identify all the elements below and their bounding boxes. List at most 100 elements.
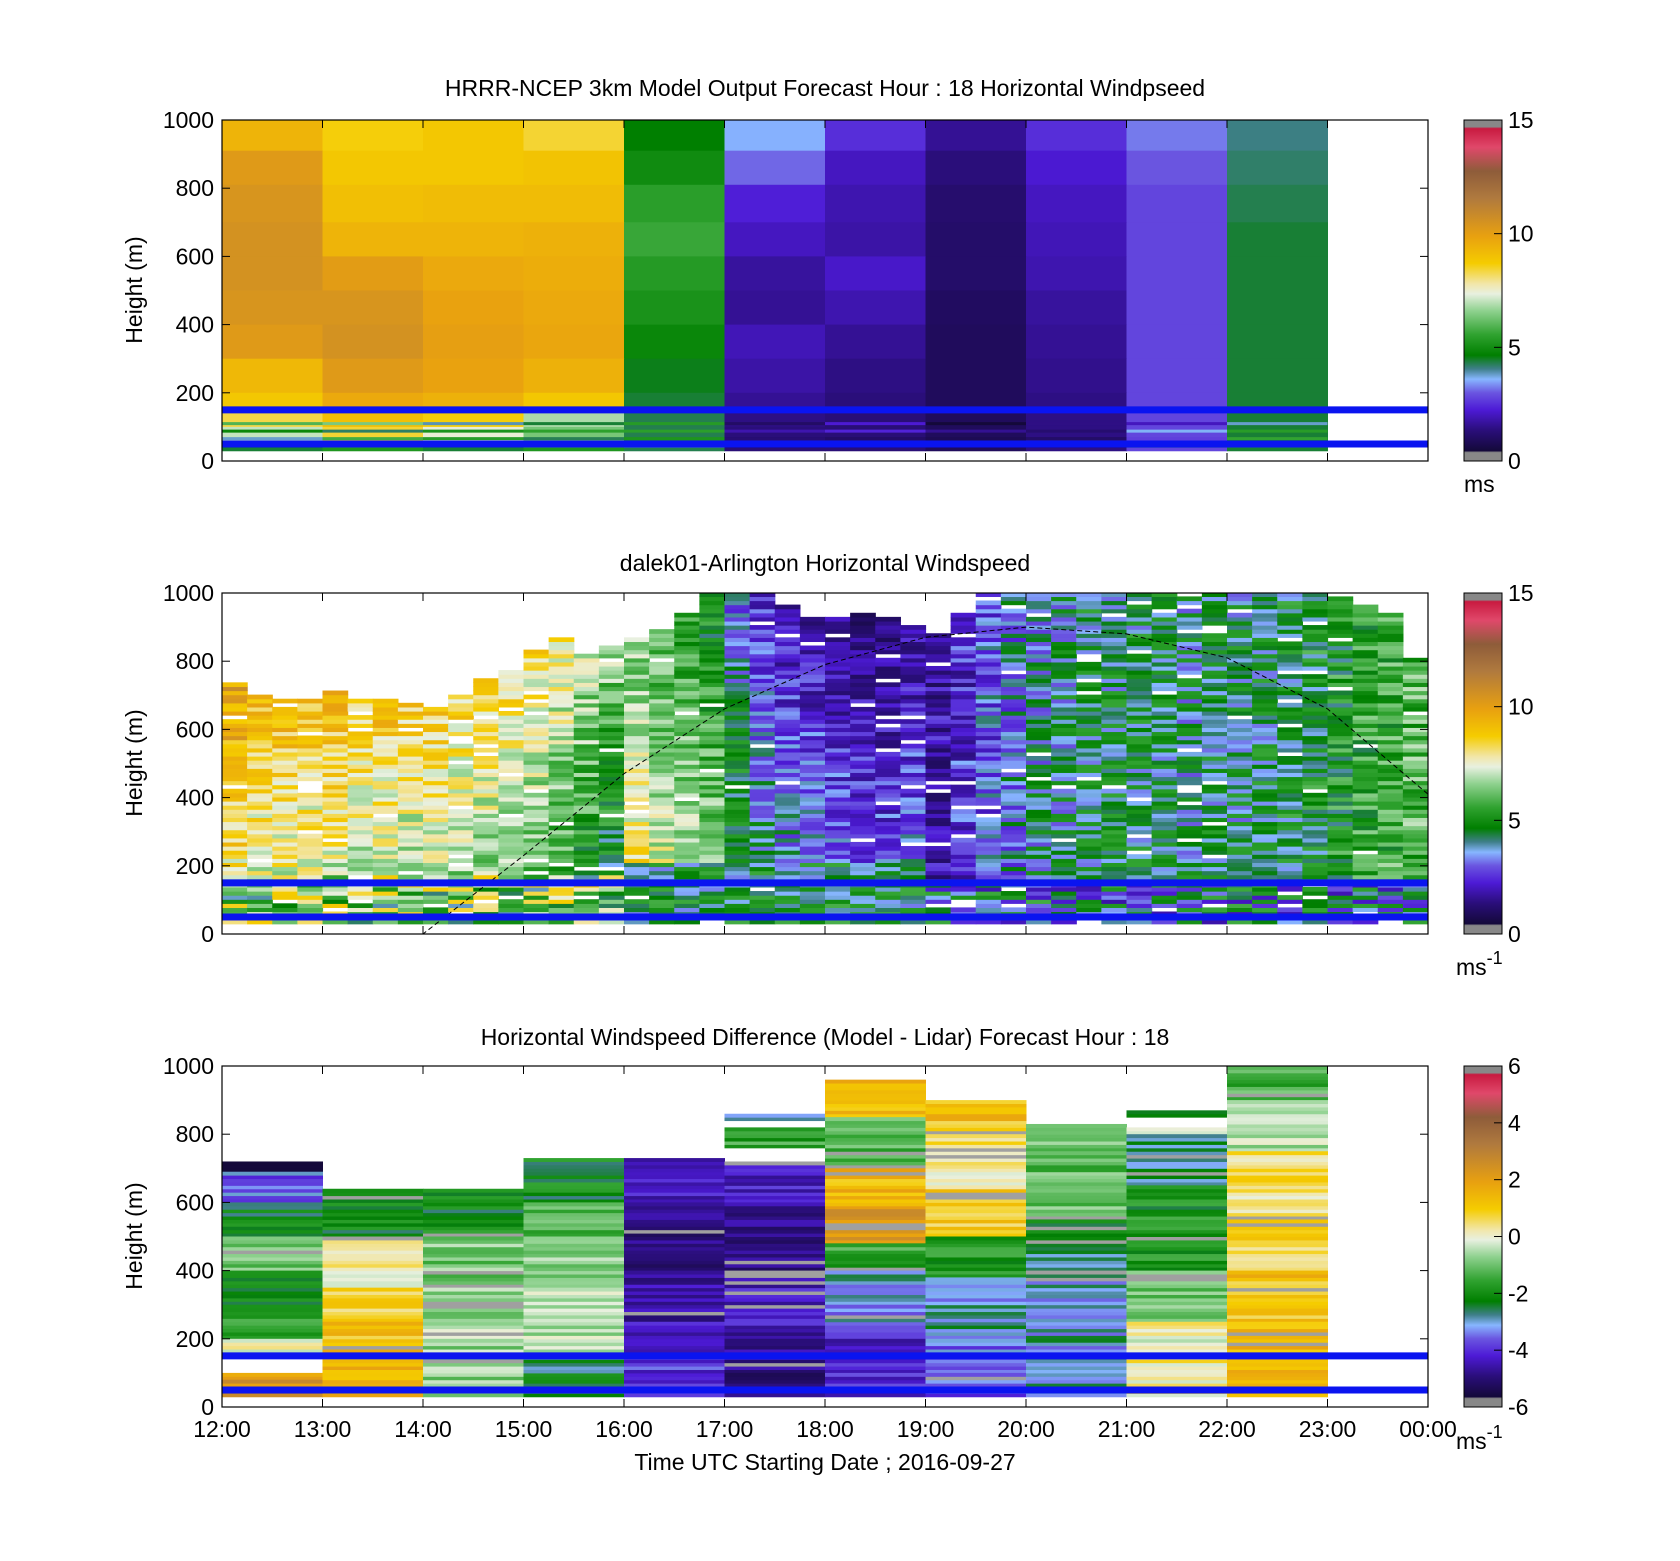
lidar-cell [1277, 796, 1303, 802]
difference-cell [624, 1284, 725, 1289]
difference-cell [1026, 1291, 1127, 1295]
lidar-cell [272, 821, 298, 827]
lidar-cell [1126, 751, 1153, 757]
lidar-cell [247, 710, 273, 716]
lidar-cell [900, 788, 927, 794]
lidar-cell [1000, 784, 1027, 790]
lidar-cell [1101, 919, 1128, 925]
lidar-cell [1151, 919, 1178, 925]
lidar-cell [825, 723, 851, 728]
lidar-cell [1277, 862, 1303, 868]
lidar-cell [1327, 891, 1354, 896]
y-tick-label: 1000 [163, 1053, 214, 1079]
lidar-cell [674, 637, 700, 643]
lidar-cell [850, 755, 876, 761]
lidar-cell [598, 645, 625, 651]
lidar-cell [1126, 670, 1153, 675]
lidar-cell [297, 821, 324, 827]
lidar-cell [1101, 633, 1128, 638]
lidar-cell [799, 645, 826, 651]
lidar-cell [1151, 678, 1178, 683]
lidar-cell [1176, 846, 1203, 851]
model-cell [724, 222, 826, 257]
lidar-cell [975, 747, 1002, 753]
lidar-cell [548, 833, 575, 839]
lidar-cell [473, 817, 499, 823]
lidar-cell [749, 735, 776, 741]
difference-cell [423, 1345, 524, 1350]
lidar-cell [1076, 743, 1102, 749]
lidar-cell [1076, 727, 1102, 733]
difference-cell [1026, 1171, 1127, 1176]
difference-cell [222, 1171, 323, 1176]
difference-cell [825, 1117, 926, 1122]
lidar-cell [1051, 805, 1077, 810]
difference-cell [724, 1294, 826, 1299]
lidar-cell [900, 829, 927, 835]
lidar-cell [900, 694, 927, 700]
lidar-cell [1026, 854, 1052, 859]
lidar-cell [397, 837, 424, 843]
lidar-cell [1026, 608, 1052, 614]
lidar-cell [1051, 653, 1077, 659]
lidar-cell [699, 776, 726, 782]
lidar-cell [397, 829, 424, 835]
lidar-cell [799, 792, 826, 798]
lidar-cell [1101, 670, 1128, 675]
lidar-cell [423, 886, 449, 892]
x-tick-label: 19:00 [897, 1416, 955, 1442]
difference-cell [222, 1253, 323, 1258]
lidar-cell [1227, 612, 1253, 618]
lidar-cell [272, 755, 298, 761]
lidar-cell [1402, 780, 1428, 786]
lidar-cell [347, 784, 374, 790]
lidar-cell [799, 858, 826, 863]
lidar-cell [1076, 891, 1102, 896]
lidar-cell [950, 698, 977, 704]
lidar-cell [875, 661, 901, 667]
lidar-cell [900, 895, 927, 900]
lidar-cell [749, 825, 776, 831]
lidar-cell [598, 755, 625, 761]
lidar-cell [624, 686, 650, 692]
difference-cell [1227, 1178, 1328, 1183]
difference-cell [724, 1168, 826, 1173]
lidar-cell [1101, 731, 1128, 737]
lidar-cell [222, 841, 248, 847]
lidar-cell [1151, 612, 1178, 618]
lidar-cell [850, 833, 876, 839]
lidar-cell [548, 817, 575, 823]
lidar-cell [724, 837, 751, 843]
lidar-cell [1252, 637, 1278, 643]
lidar-cell [1051, 866, 1077, 872]
difference-cell [523, 1294, 625, 1299]
lidar-cell [1327, 723, 1354, 728]
lidar-cell [1076, 747, 1102, 753]
lidar-cell [774, 620, 801, 626]
lidar-cell [1277, 682, 1303, 688]
difference-cell [1126, 1369, 1228, 1374]
difference-cell [423, 1243, 524, 1248]
lidar-cell [1151, 698, 1178, 704]
lidar-cell [1377, 641, 1404, 647]
lidar-cell [247, 780, 273, 786]
lidar-cell [247, 768, 273, 773]
model-cell [222, 256, 323, 291]
lidar-cell [1402, 723, 1428, 728]
x-tick-label: 13:00 [294, 1416, 352, 1442]
lidar-cell [247, 755, 273, 761]
lidar-cell [900, 874, 927, 880]
lidar-cell [850, 907, 876, 913]
lidar-cell [900, 661, 927, 667]
difference-cell [1227, 1110, 1328, 1115]
lidar-cell [774, 760, 801, 765]
lidar-cell [624, 899, 650, 904]
lidar-cell [1277, 747, 1303, 753]
difference-cell [222, 1304, 323, 1309]
difference-cell [825, 1226, 926, 1231]
lidar-cell [1302, 710, 1329, 716]
lidar-cell [950, 743, 977, 749]
lidar-cell [1201, 817, 1228, 823]
lidar-cell [523, 846, 550, 851]
lidar-cell [1126, 768, 1153, 773]
